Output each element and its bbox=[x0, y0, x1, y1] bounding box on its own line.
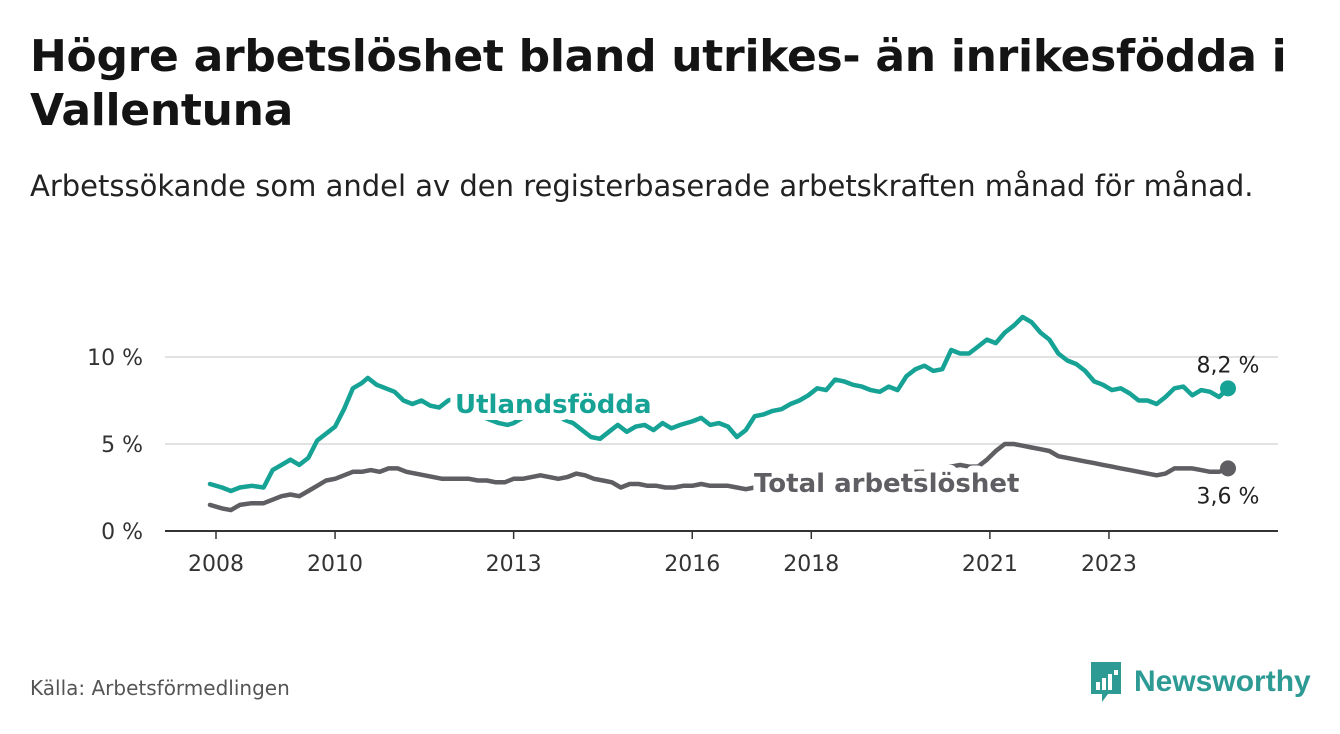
bar-chart-logo-icon bbox=[1091, 662, 1121, 702]
series-label-total-arbetsloshet: Total arbetslöshet bbox=[754, 469, 1019, 499]
series-label-utlandsfodda: Utlandsfödda bbox=[455, 390, 652, 420]
gridlines bbox=[165, 356, 1278, 445]
x-tick-label: 2013 bbox=[486, 552, 542, 577]
source-note: Källa: Arbetsförmedlingen bbox=[30, 676, 290, 700]
series-lines bbox=[207, 314, 1236, 513]
end-point-total-arbetsloshet bbox=[1220, 460, 1236, 477]
chart-title: Högre arbetslöshet bland utrikes- än inr… bbox=[30, 31, 1287, 136]
series-line-utlandsfodda bbox=[207, 314, 1231, 494]
axes: 0 % 5 % 10 % 2008 2010 2013 2016 2018 2021 2023 bbox=[87, 346, 1278, 577]
y-tick-label: 5 % bbox=[101, 433, 143, 458]
series-labels: Utlandsfödda Total arbetslöshet 8,2 % 3,6 % bbox=[448, 353, 1260, 509]
series-line-total-arbetsloshet bbox=[207, 441, 1231, 513]
brand-name: Newsworthy bbox=[1134, 665, 1311, 698]
x-tick-label: 2016 bbox=[664, 552, 720, 577]
y-tick-label: 10 % bbox=[87, 346, 143, 371]
x-tick-label: 2021 bbox=[962, 552, 1018, 577]
x-tick-label: 2008 bbox=[188, 552, 244, 577]
x-tick-label: 2018 bbox=[783, 552, 839, 577]
brand-logo: Newsworthy bbox=[1088, 660, 1311, 704]
y-tick-label: 0 % bbox=[101, 520, 143, 545]
end-value-label-utlandsfodda: 8,2 % bbox=[1197, 353, 1260, 378]
x-tick-label: 2023 bbox=[1081, 552, 1137, 577]
end-point-utlandsfodda bbox=[1220, 380, 1236, 397]
line-chart: 0 % 5 % 10 % 2008 2010 2013 2016 2018 2021 2023 U… bbox=[87, 314, 1278, 577]
x-tick-label: 2010 bbox=[307, 552, 363, 577]
end-value-label-total: 3,6 % bbox=[1197, 484, 1260, 509]
chart-subtitle: Arbetssökande som andel av den registerb… bbox=[30, 169, 1254, 203]
